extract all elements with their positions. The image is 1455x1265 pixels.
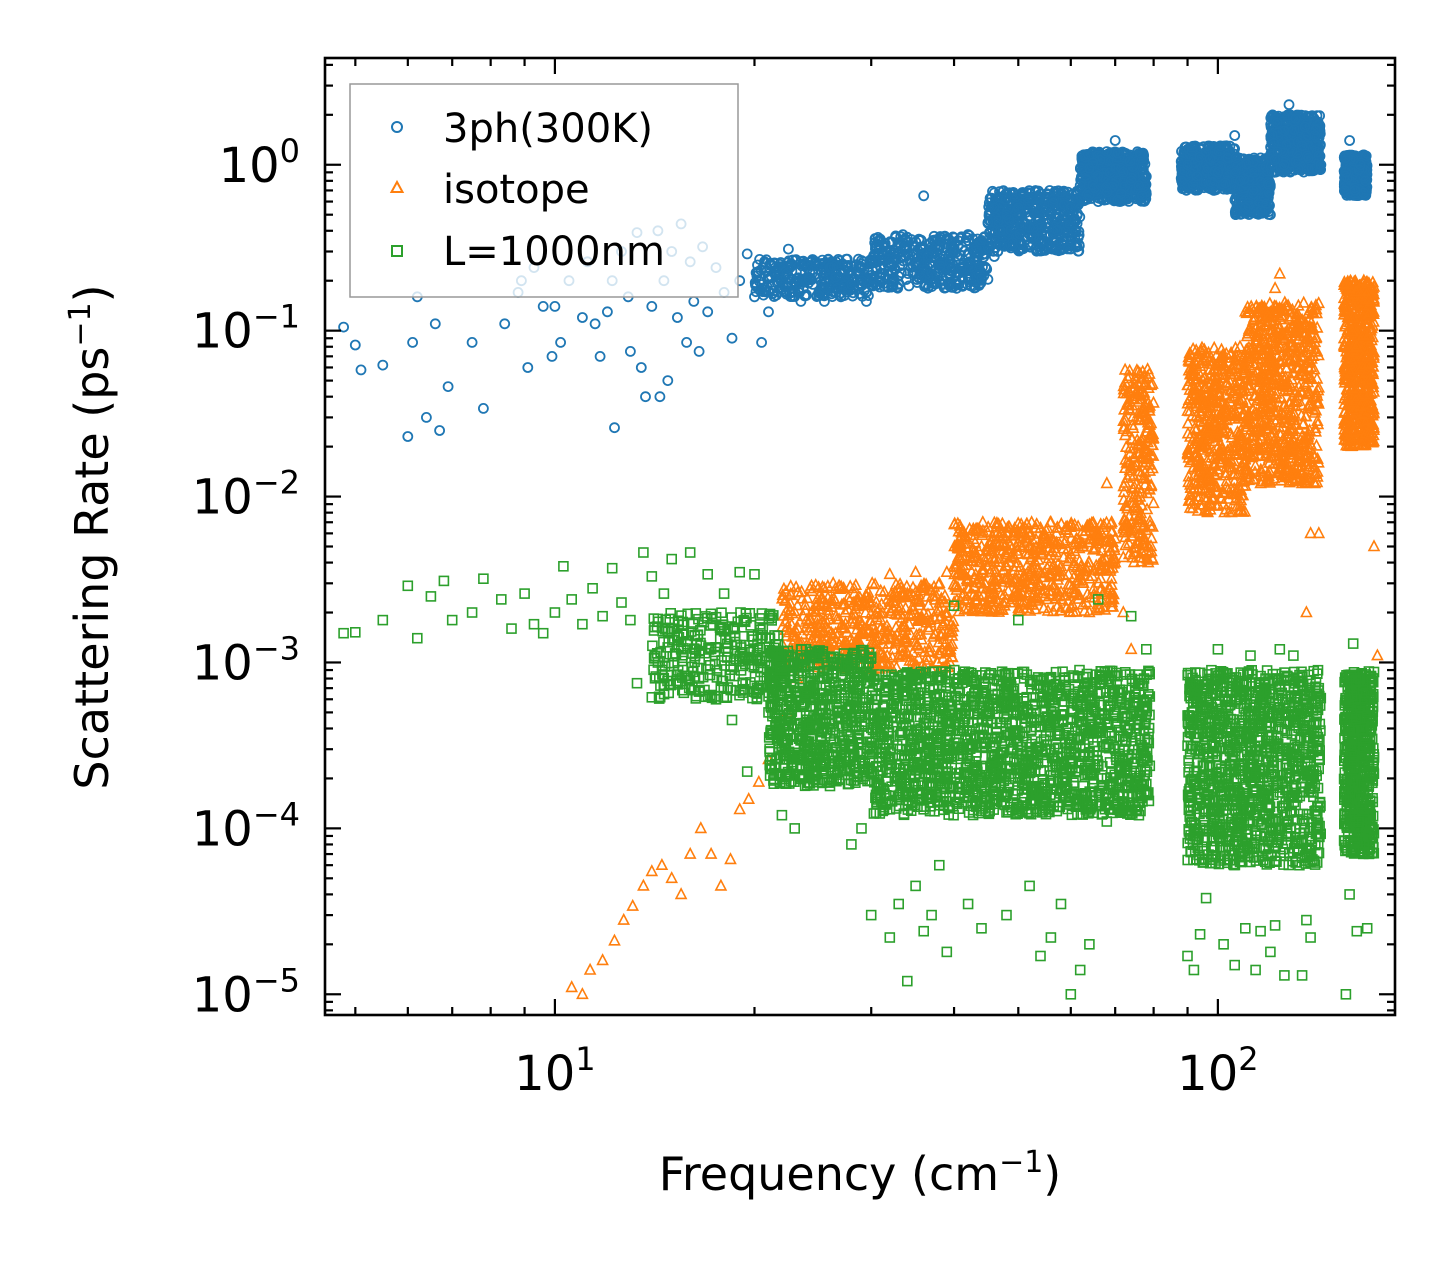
data-point bbox=[853, 277, 865, 289]
data-point bbox=[922, 282, 934, 294]
data-point bbox=[769, 266, 781, 278]
data-point bbox=[934, 253, 946, 264]
data-point bbox=[932, 267, 944, 279]
data-point bbox=[914, 267, 926, 279]
plot-area bbox=[323, 56, 1397, 1017]
data-point bbox=[918, 267, 929, 279]
data-point bbox=[916, 272, 927, 284]
data-point bbox=[924, 258, 936, 270]
data-point bbox=[807, 264, 819, 276]
data-point bbox=[976, 273, 987, 285]
data-point bbox=[853, 253, 864, 265]
data-point bbox=[835, 266, 847, 278]
series-layer bbox=[338, 99, 1384, 1000]
data-point bbox=[887, 281, 899, 293]
data-point bbox=[867, 273, 879, 285]
data-point bbox=[962, 235, 974, 247]
data-point bbox=[944, 256, 956, 268]
data-point bbox=[756, 279, 768, 290]
data-point bbox=[950, 269, 962, 281]
data-point bbox=[879, 237, 891, 249]
data-point bbox=[981, 263, 993, 275]
data-point bbox=[818, 275, 830, 287]
data-point bbox=[905, 234, 917, 245]
data-point bbox=[884, 258, 896, 270]
data-point bbox=[982, 273, 994, 285]
data-point bbox=[755, 264, 767, 276]
data-point bbox=[781, 267, 793, 279]
data-point bbox=[938, 231, 950, 242]
data-point bbox=[934, 260, 946, 272]
data-point bbox=[831, 282, 843, 294]
data-point bbox=[894, 238, 906, 250]
data-point bbox=[922, 251, 933, 263]
series-circle bbox=[338, 99, 1373, 442]
data-point bbox=[956, 241, 968, 253]
data-point bbox=[914, 241, 926, 253]
data-point bbox=[870, 257, 881, 268]
data-point bbox=[768, 291, 780, 302]
data-point bbox=[750, 279, 761, 291]
data-point bbox=[818, 290, 830, 302]
data-point bbox=[902, 268, 914, 280]
data-point bbox=[872, 231, 884, 243]
data-point bbox=[796, 260, 807, 272]
data-point bbox=[929, 234, 940, 246]
data-point bbox=[838, 280, 849, 292]
data-point bbox=[875, 272, 887, 284]
data-point bbox=[757, 286, 769, 298]
data-point bbox=[761, 266, 773, 278]
data-point bbox=[947, 281, 959, 293]
data-point bbox=[962, 279, 973, 290]
data-point bbox=[800, 290, 812, 302]
data-point bbox=[881, 281, 893, 293]
data-point bbox=[956, 272, 968, 284]
data-point bbox=[782, 257, 794, 269]
